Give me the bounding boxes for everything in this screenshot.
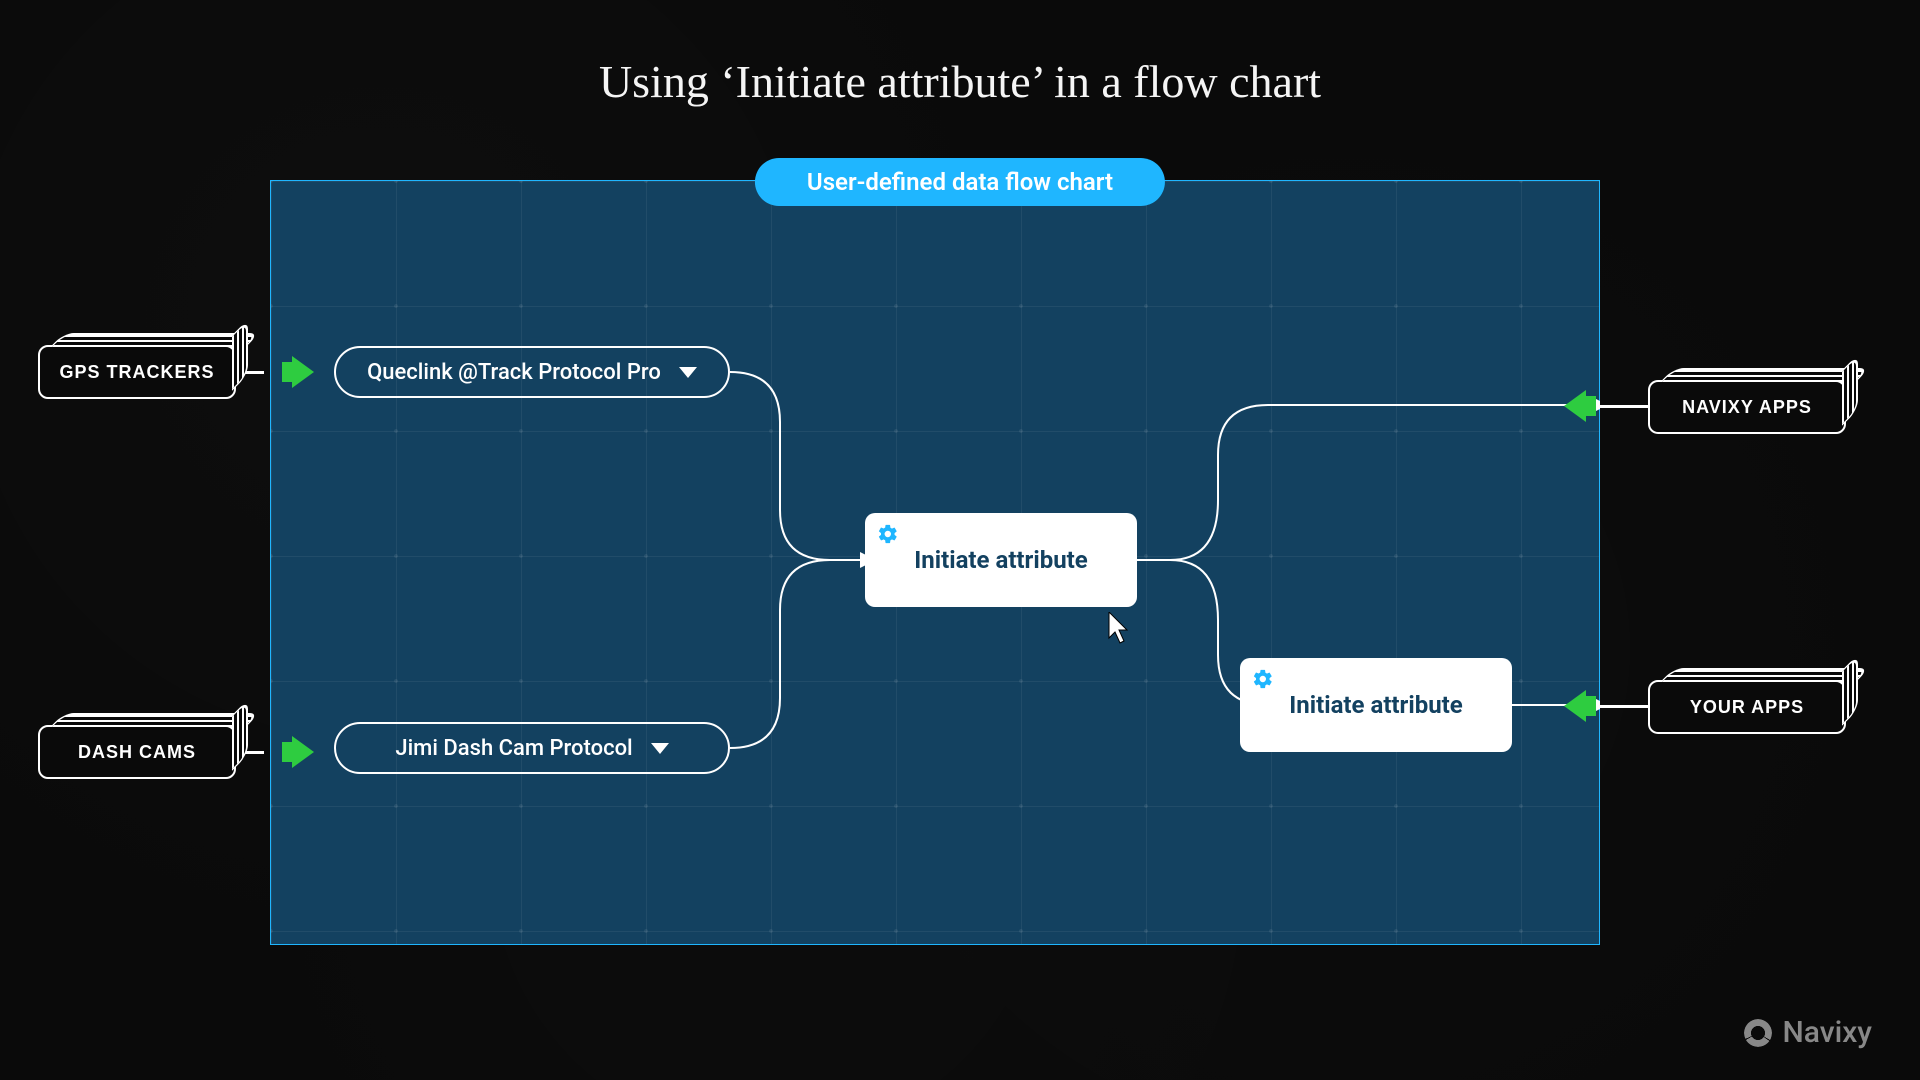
source-dash-cams: DASH CAMS — [38, 725, 236, 779]
chart-badge: User-defined data flow chart — [755, 158, 1165, 206]
chevron-down-icon — [679, 367, 697, 378]
source-gps-trackers: GPS TRACKERS — [38, 345, 236, 399]
brand-icon — [1744, 1019, 1772, 1047]
source-label: DASH CAMS — [78, 742, 196, 763]
cursor-icon — [1108, 612, 1134, 644]
input-arrow-icon — [292, 736, 314, 768]
action-node-initiate-attribute[interactable]: Initiate attribute — [865, 513, 1137, 607]
brand-label: Navixy — [1782, 1015, 1872, 1050]
brand-logo: Navixy — [1744, 1015, 1872, 1050]
output-arrow-icon — [1564, 390, 1586, 422]
protocol-node-jimi[interactable]: Jimi Dash Cam Protocol — [334, 722, 730, 774]
action-node-initiate-attribute-2[interactable]: Initiate attribute — [1240, 658, 1512, 752]
gear-icon — [1252, 668, 1274, 695]
source-label: GPS TRACKERS — [59, 362, 214, 383]
target-label: NAVIXY APPS — [1682, 397, 1812, 418]
output-arrow-icon — [1564, 690, 1586, 722]
protocol-node-queclink[interactable]: Queclink @Track Protocol Pro — [334, 346, 730, 398]
action-label: Initiate attribute — [914, 546, 1087, 574]
connector-stub — [1596, 405, 1648, 408]
page-title: Using ‘Initiate attribute’ in a flow cha… — [0, 55, 1920, 108]
protocol-label: Jimi Dash Cam Protocol — [395, 736, 632, 761]
protocol-label: Queclink @Track Protocol Pro — [367, 360, 661, 385]
gear-icon — [877, 523, 899, 550]
chevron-down-icon — [651, 743, 669, 754]
connector-stub — [1596, 705, 1648, 708]
target-your-apps: YOUR APPS — [1648, 680, 1846, 734]
target-navixy-apps: NAVIXY APPS — [1648, 380, 1846, 434]
action-label: Initiate attribute — [1289, 691, 1462, 719]
input-arrow-icon — [292, 356, 314, 388]
target-label: YOUR APPS — [1690, 697, 1804, 718]
